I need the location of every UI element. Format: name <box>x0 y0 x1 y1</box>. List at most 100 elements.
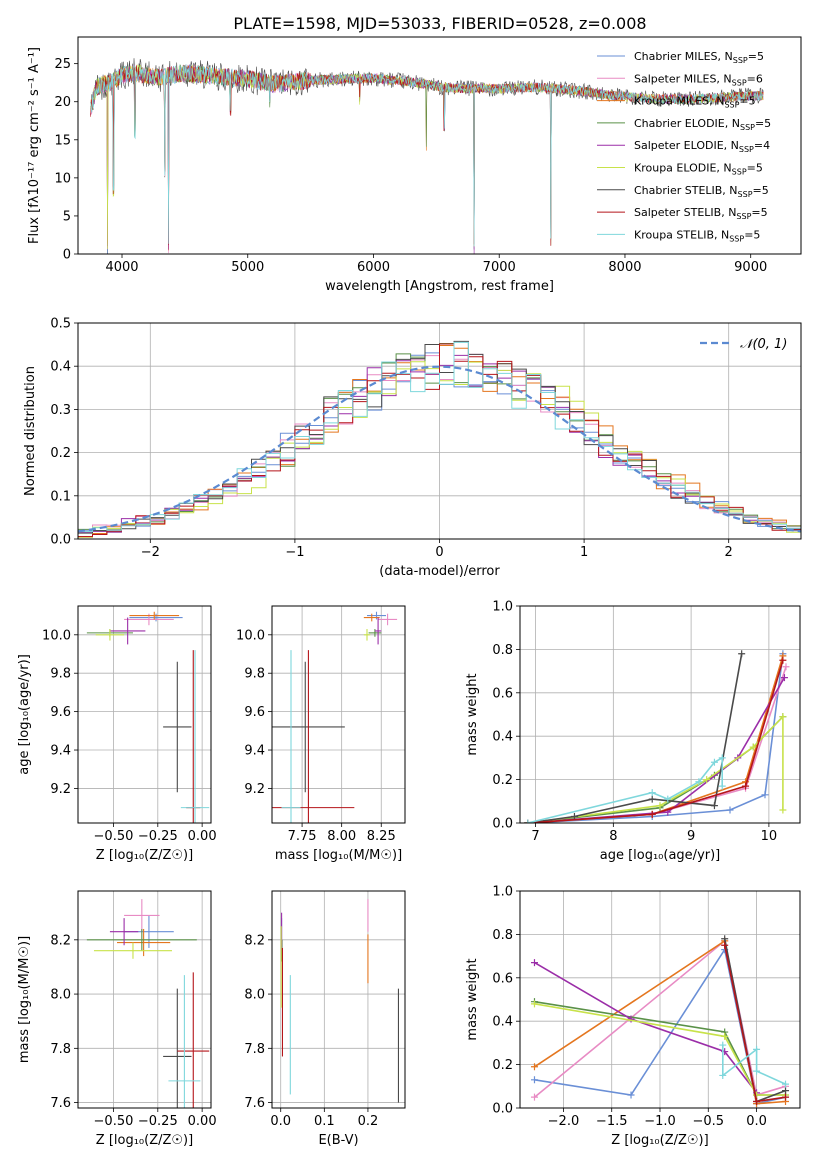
weight-point-marker <box>780 674 788 682</box>
weight-point-marker <box>782 1080 790 1088</box>
legend-entry: Kroupa MILES, NSSP=5 <box>634 95 756 110</box>
weight-point-marker <box>779 806 787 814</box>
y-axis-label: mass weight <box>465 958 480 1040</box>
weight-point-marker <box>648 810 656 818</box>
plot-area <box>530 935 790 1108</box>
x-axis-label: Z [log₁₀(Z/Z☉)] <box>611 1133 708 1148</box>
data-point-errorbar <box>109 617 146 645</box>
y-tick-label: 0.3 <box>50 403 71 418</box>
data-point-errorbar <box>109 918 139 946</box>
weight-point-marker <box>782 1087 790 1095</box>
data-point-errorbar <box>124 899 160 932</box>
weight-point-marker <box>779 656 787 664</box>
data-point-errorbar <box>129 611 180 620</box>
y-tick-label: 7.6 <box>50 1096 71 1111</box>
weight-point-marker <box>761 791 769 799</box>
y-tick-label: 0.4 <box>492 730 513 745</box>
weight-point-marker <box>719 1071 727 1079</box>
panel-spectrum: 4000 5000 6000 7000 8000 9000 0 5 10 15 20 25 wavele… <box>27 36 802 294</box>
weight-point-marker <box>695 778 703 786</box>
histogram-step-line <box>78 343 801 538</box>
weight-series-line <box>527 660 784 823</box>
data-point-errorbar <box>363 613 380 622</box>
x-tick-label: 0.0 <box>746 1114 767 1129</box>
y-tick-label: 5 <box>63 209 71 224</box>
panel-age-mass: 7.75 8.00 8.25 9.2 9.4 9.6 9.8 10.0 mass [log₁₀(… <box>236 605 406 863</box>
data-point-errorbar <box>272 661 345 793</box>
x-tick-label: 6000 <box>357 260 390 275</box>
x-tick-label: 0.0 <box>270 1114 291 1129</box>
weight-point-marker <box>648 795 656 803</box>
y-tick-label: 9.6 <box>50 705 71 720</box>
legend-entry: Chabrier STELIB, NSSP=5 <box>634 184 769 199</box>
legend-entry: Chabrier MILES, NSSP=5 <box>634 50 764 65</box>
weight-point-marker <box>749 743 757 751</box>
y-tick-label: 9.4 <box>50 744 71 759</box>
weight-point-marker <box>721 935 729 943</box>
weight-series-line <box>527 716 784 823</box>
x-tick-label: 4000 <box>105 260 138 275</box>
x-axis-label: E(B-V) <box>318 1133 358 1148</box>
weight-series-line <box>723 945 786 1103</box>
weight-series-line <box>527 655 784 823</box>
y-tick-label: 8.2 <box>50 933 71 948</box>
x-tick-label: −0.25 <box>138 829 178 844</box>
y-tick-label: 0.5 <box>50 317 71 332</box>
x-tick-label: −2 <box>141 545 160 560</box>
x-tick-label: 10 <box>761 829 778 844</box>
panel-age-Z: −0.50 −0.25 0.00 9.2 9.4 9.6 9.8 10.0 Z [log₁₀(Z… <box>17 605 217 863</box>
plot-area <box>90 58 764 254</box>
y-tick-label: 8.2 <box>244 933 265 948</box>
plot-area <box>86 899 210 1108</box>
weight-point-marker <box>627 1091 635 1099</box>
y-tick-label: 0.8 <box>492 928 513 943</box>
x-tick-label: 5000 <box>231 260 264 275</box>
y-tick-label: 0.4 <box>50 360 71 375</box>
x-tick-label: 7 <box>531 829 539 844</box>
weight-point-marker <box>648 789 656 797</box>
axes-frame <box>519 605 801 824</box>
weight-point-marker <box>721 941 729 949</box>
data-point-errorbar <box>117 928 171 957</box>
y-tick-label: 1.0 <box>492 885 513 900</box>
x-tick-label: 7.75 <box>288 829 317 844</box>
weight-series-line <box>527 714 784 823</box>
x-axis-label: (data-model)/error <box>379 564 500 579</box>
y-tick-label: 8.0 <box>50 988 71 1003</box>
x-tick-label: 0.2 <box>358 1114 379 1129</box>
panel-mass-Z: −0.50 −0.25 0.00 7.6 7.8 8.0 8.2 Z [log₁₀(Z/Z☉)… <box>17 890 217 1148</box>
weight-point-marker <box>664 795 672 803</box>
data-point-errorbar <box>374 617 382 645</box>
weight-point-marker <box>530 959 538 967</box>
weight-point-marker <box>656 802 664 810</box>
weight-point-marker <box>742 782 750 790</box>
axes-frame <box>271 890 406 1109</box>
x-tick-label: −1.0 <box>644 1114 676 1129</box>
weight-point-marker <box>782 1093 790 1101</box>
y-tick-label: 0.8 <box>492 643 513 658</box>
plot-area <box>524 650 790 823</box>
y-tick-label: 8.0 <box>244 988 265 1003</box>
y-axis-label: age [log₁₀(age/yr)] <box>17 654 32 775</box>
y-tick-label: 10.0 <box>42 628 71 643</box>
x-tick-label: 0.00 <box>188 829 217 844</box>
weight-point-marker <box>710 758 718 766</box>
weight-series-line <box>534 1003 786 1096</box>
weight-point-marker <box>753 1045 761 1053</box>
weight-point-marker <box>779 713 787 721</box>
y-tick-label: 0.2 <box>50 446 71 461</box>
x-tick-label: 0.00 <box>188 1114 217 1129</box>
legend-entry: Salpeter ELODIE, NSSP=4 <box>634 139 770 154</box>
weight-point-marker <box>738 650 746 658</box>
weight-point-marker <box>570 812 578 820</box>
weight-point-marker <box>530 1093 538 1101</box>
weight-point-marker <box>753 1067 761 1075</box>
x-tick-label: −0.50 <box>94 829 134 844</box>
y-tick-label: 1.0 <box>492 600 513 615</box>
data-point-errorbar <box>168 975 201 1108</box>
legend-entry: Salpeter MILES, NSSP=6 <box>634 72 763 87</box>
x-tick-label: 0.1 <box>314 1114 335 1129</box>
data-point-errorbar <box>129 613 183 622</box>
y-tick-label: 15 <box>54 133 71 148</box>
y-tick-label: 9.6 <box>244 705 265 720</box>
